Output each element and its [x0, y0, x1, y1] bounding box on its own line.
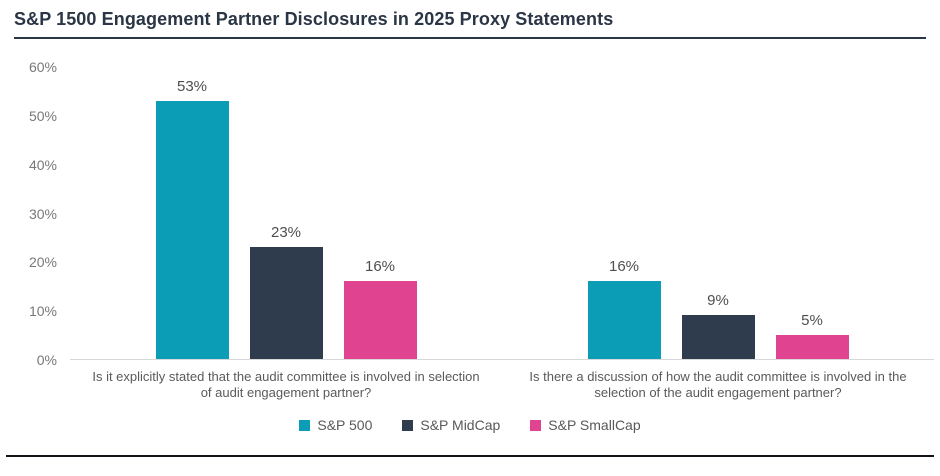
bar-cell-s-p-smallcap: 16% [343, 67, 417, 359]
legend-swatch-icon [299, 419, 311, 431]
chart: 0% 10% 20% 30% 40% 50% 60% 53% 23% 16% 16% 9% 5% [6, 59, 934, 368]
bar-cell-s-p-midcap: 9% [681, 67, 755, 359]
legend-label: S&P MidCap [420, 417, 501, 433]
bar-cell-s-p-midcap: 23% [249, 67, 323, 359]
bar-cell-s-p-smallcap: 5% [775, 67, 849, 359]
legend-label: S&P 500 [317, 417, 373, 433]
plot-area: 53% 23% 16% 16% 9% 5% [70, 67, 934, 360]
y-axis-tick-label: 30% [28, 205, 57, 222]
y-axis-tick-label: 60% [28, 59, 57, 75]
bar-value-label: 16% [608, 258, 640, 276]
bar-s-p-500 [587, 281, 661, 359]
bar-value-label: 5% [801, 311, 823, 329]
legend-item-s-p-midcap: S&P MidCap [402, 417, 500, 433]
bar-s-p-smallcap [775, 334, 849, 359]
bar-group-2: 16% 9% 5% [502, 67, 934, 359]
y-axis-tick-label: 0% [36, 352, 57, 368]
legend-item-s-p-500: S&P 500 [299, 417, 372, 433]
bar-s-p-smallcap [343, 281, 417, 359]
legend-item-s-p-smallcap: S&P SmallCap [530, 417, 641, 433]
y-axis-tick-label: 10% [28, 303, 57, 320]
title-divider [14, 37, 926, 39]
legend-label: S&P SmallCap [548, 417, 641, 433]
category-label-2: Is there a discussion of how the audit c… [529, 369, 907, 400]
y-axis-tick-label: 20% [28, 254, 57, 271]
bar-cell-s-p-500: 16% [587, 67, 661, 359]
legend-swatch-icon [402, 419, 414, 431]
category-label-1: Is it explicitly stated that the audit c… [92, 369, 480, 400]
bar-value-label: 23% [270, 224, 302, 242]
chart-header: S&P 1500 Engagement Partner Disclosures … [6, 0, 934, 39]
bar-s-p-500 [155, 101, 229, 359]
bar-s-p-midcap [249, 247, 323, 359]
y-axis-tick-label: 50% [28, 107, 57, 124]
legend: S&P 500 S&P MidCap S&P SmallCap [6, 417, 934, 433]
bar-s-p-midcap [681, 315, 755, 359]
legend-swatch-icon [530, 419, 542, 431]
bar-group-1: 53% 23% 16% [70, 67, 502, 359]
bar-cell-s-p-500: 53% [155, 67, 229, 359]
bar-value-label: 9% [707, 292, 729, 310]
bar-value-label: 53% [176, 78, 208, 96]
footer-divider [6, 455, 934, 457]
y-axis-tick-label: 40% [28, 156, 57, 173]
page-title: S&P 1500 Engagement Partner Disclosures … [14, 9, 614, 29]
x-axis-labels: Is it explicitly stated that the audit c… [6, 369, 934, 401]
y-axis: 0% 10% 20% 30% 40% 50% 60% [6, 59, 70, 368]
bar-value-label: 16% [364, 258, 396, 276]
